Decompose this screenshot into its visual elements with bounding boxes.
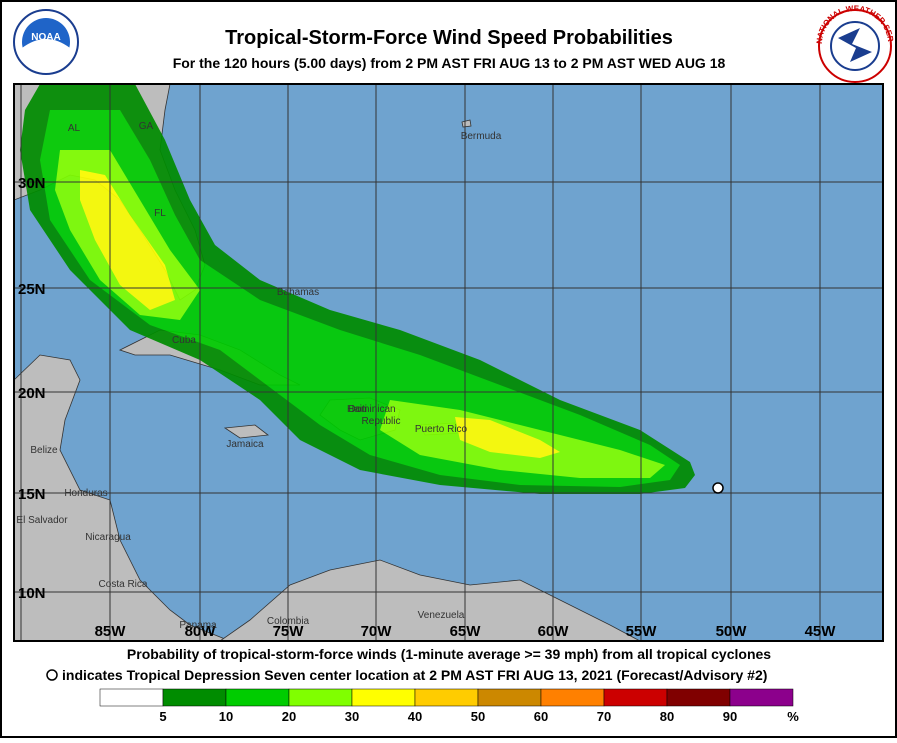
place-label: Republic (362, 416, 401, 427)
lat-label: 10N (18, 585, 46, 602)
place-label: Jamaica (226, 439, 264, 450)
legend-swatch (99, 688, 164, 707)
footer-line: Probability of tropical-storm-force wind… (127, 646, 771, 662)
lon-label: 70W (361, 623, 393, 640)
place-label: Belize (30, 445, 58, 456)
grid (14, 84, 883, 641)
lon-label: 85W (95, 623, 127, 640)
lat-label: 20N (18, 385, 46, 402)
legend-swatch (225, 688, 290, 707)
legend-label: 90 (723, 709, 737, 724)
legend-label: 70 (597, 709, 611, 724)
legend-label: 10 (219, 709, 233, 724)
subtitle: For the 120 hours (5.00 days) from 2 PM … (173, 55, 726, 71)
lon-label: 80W (185, 623, 217, 640)
legend-label: 80 (660, 709, 674, 724)
place-label: Bermuda (461, 131, 502, 142)
legend-swatch (351, 688, 416, 707)
lon-label: 55W (626, 623, 658, 640)
place-label: El Salvador (16, 515, 68, 526)
legend-label: 50 (471, 709, 485, 724)
place-label: Bahamas (277, 287, 319, 298)
lon-label: 75W (273, 623, 305, 640)
noaa-text: NOAA (31, 32, 60, 43)
legend-label: 30 (345, 709, 359, 724)
lat-label: 30N (18, 175, 46, 192)
legend-label: 20 (282, 709, 296, 724)
center-marker (712, 482, 724, 494)
place-label: FL (154, 208, 166, 219)
legend-label: 40 (408, 709, 422, 724)
place-label: Panama (179, 620, 217, 631)
lon-label: 60W (538, 623, 570, 640)
lat-label: 25N (18, 281, 46, 298)
noaa-logo: NOAA (13, 9, 79, 75)
legend-swatch (603, 688, 668, 707)
legend-swatch (729, 688, 794, 707)
legend-swatch (162, 688, 227, 707)
legend-swatch (540, 688, 605, 707)
place-label: Haiti (347, 404, 367, 415)
place-label: AL (68, 123, 81, 134)
lon-label: 45W (805, 623, 837, 640)
legend-swatch (288, 688, 353, 707)
legend-label: % (787, 709, 799, 724)
footer-marker (46, 669, 58, 681)
legend-label: 60 (534, 709, 548, 724)
place-label: Cuba (172, 335, 196, 346)
title: Tropical-Storm-Force Wind Speed Probabil… (225, 27, 673, 49)
place-label: Nicaragua (85, 532, 131, 543)
place-label: Costa Rica (99, 579, 148, 590)
map: 30N 25N 20N 15N 10N 85W 80W 75W 70W 65W 60W 55W 50W 4… (14, 84, 883, 641)
legend-label: 5 (159, 709, 166, 724)
place-label: Colombia (267, 616, 310, 627)
place-label: Puerto Rico (415, 424, 468, 435)
legend-swatch (666, 688, 731, 707)
legend-swatch (477, 688, 542, 707)
legend-swatch (414, 688, 479, 707)
place-label: Honduras (64, 488, 107, 499)
place-label: Dominican (348, 404, 395, 415)
lon-label: 65W (450, 623, 482, 640)
map-border (13, 83, 884, 642)
place-label: Venezuela (418, 610, 465, 621)
lon-label: 50W (716, 623, 748, 640)
lat-label: 15N (18, 486, 46, 503)
footer-line: indicates Tropical Depression Seven cent… (62, 667, 767, 683)
place-label: GA (139, 121, 154, 132)
